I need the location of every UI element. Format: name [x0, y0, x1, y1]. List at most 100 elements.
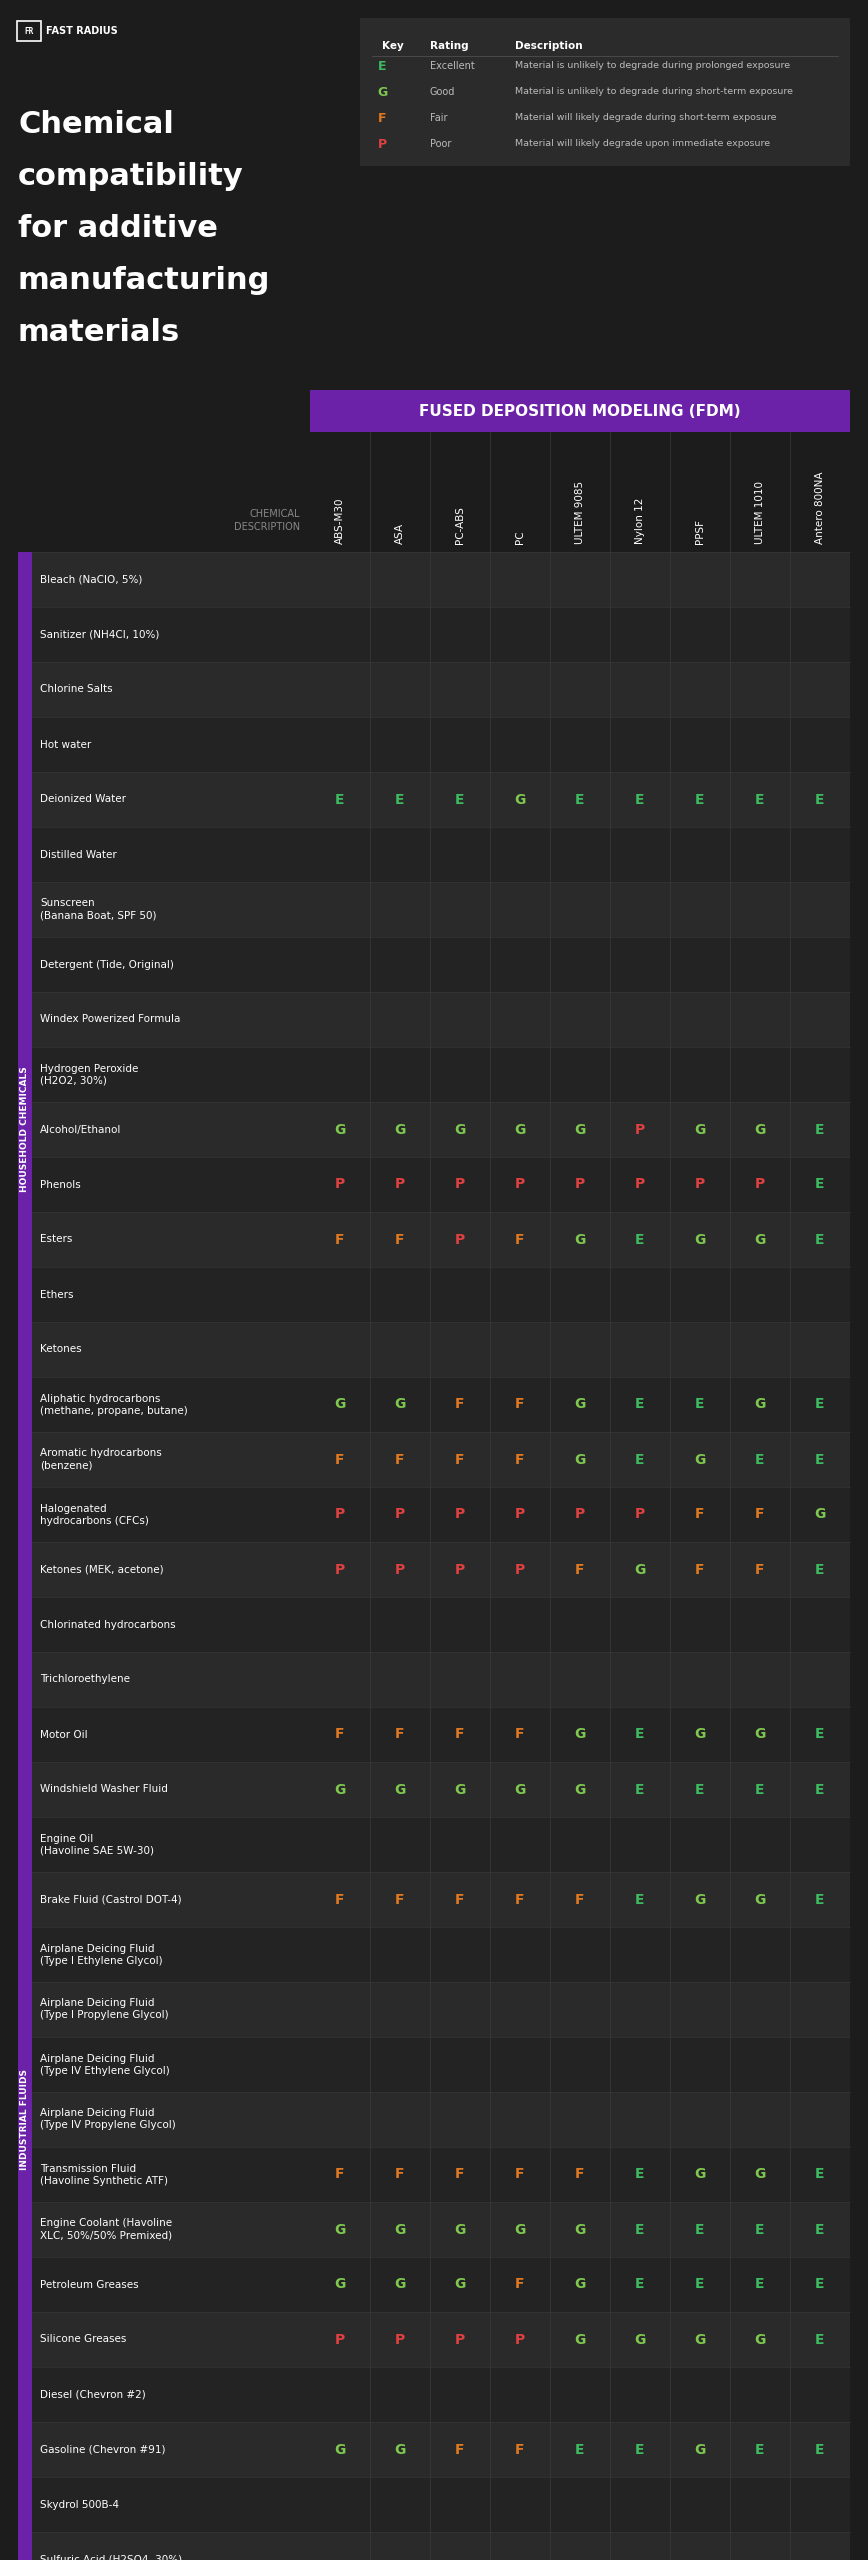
Text: G: G	[454, 1782, 466, 1797]
Text: Material will likely degrade during short-term exposure: Material will likely degrade during shor…	[515, 113, 777, 123]
FancyBboxPatch shape	[32, 773, 850, 827]
Text: INDUSTRIAL FLUIDS: INDUSTRIAL FLUIDS	[21, 2068, 30, 2171]
Text: FR: FR	[24, 26, 34, 36]
Text: ABS-M30: ABS-M30	[335, 497, 345, 543]
FancyBboxPatch shape	[32, 1211, 850, 1267]
Text: Description: Description	[515, 41, 582, 51]
FancyBboxPatch shape	[32, 1101, 850, 1157]
Text: F: F	[455, 2168, 464, 2181]
Text: G: G	[334, 2222, 345, 2237]
Text: Gasoline (Chevron #91): Gasoline (Chevron #91)	[40, 2445, 166, 2455]
FancyBboxPatch shape	[32, 2092, 850, 2148]
Text: Antero 800NA: Antero 800NA	[815, 471, 825, 543]
Text: Skydrol 500B-4: Skydrol 500B-4	[40, 2499, 119, 2509]
FancyBboxPatch shape	[32, 2258, 850, 2312]
Text: F: F	[755, 1562, 765, 1577]
Text: P: P	[455, 1178, 465, 1190]
Text: F: F	[755, 1508, 765, 1521]
FancyBboxPatch shape	[18, 1708, 32, 2532]
Text: F: F	[455, 1452, 464, 1467]
Text: G: G	[334, 1782, 345, 1797]
Text: E: E	[815, 2168, 825, 2181]
Text: G: G	[454, 2222, 466, 2237]
Text: E: E	[635, 2442, 645, 2458]
Text: Silicone Greases: Silicone Greases	[40, 2335, 127, 2345]
FancyBboxPatch shape	[32, 1377, 850, 1431]
Text: E: E	[755, 1452, 765, 1467]
Text: G: G	[394, 2222, 405, 2237]
FancyBboxPatch shape	[32, 2478, 850, 2532]
Text: E: E	[395, 794, 404, 806]
Text: E: E	[815, 1398, 825, 1411]
Text: E: E	[755, 2222, 765, 2237]
FancyBboxPatch shape	[310, 389, 850, 433]
Text: E: E	[455, 794, 464, 806]
Text: for additive: for additive	[18, 215, 218, 243]
Text: F: F	[575, 2168, 585, 2181]
Text: P: P	[395, 1562, 405, 1577]
Text: P: P	[395, 1178, 405, 1190]
Text: Halogenated
hydrocarbons (CFCs): Halogenated hydrocarbons (CFCs)	[40, 1503, 149, 1526]
Text: E: E	[815, 2222, 825, 2237]
Text: P: P	[635, 1508, 645, 1521]
Text: G: G	[394, 1121, 405, 1137]
Text: FAST RADIUS: FAST RADIUS	[46, 26, 118, 36]
FancyBboxPatch shape	[18, 2532, 32, 2560]
Text: Windex Powerized Formula: Windex Powerized Formula	[40, 1014, 181, 1024]
Text: G: G	[694, 2168, 706, 2181]
FancyBboxPatch shape	[32, 2148, 850, 2202]
Text: CHEMICAL
DESCRIPTION: CHEMICAL DESCRIPTION	[233, 509, 300, 532]
Text: F: F	[455, 1892, 464, 1907]
Text: Ketones: Ketones	[40, 1344, 82, 1354]
Text: G: G	[334, 1121, 345, 1137]
Text: Airplane Deicing Fluid
(Type IV Propylene Glycol): Airplane Deicing Fluid (Type IV Propylen…	[40, 2109, 175, 2130]
FancyBboxPatch shape	[32, 1981, 850, 2038]
FancyBboxPatch shape	[32, 663, 850, 717]
Text: E: E	[575, 794, 585, 806]
FancyBboxPatch shape	[32, 2422, 850, 2478]
Text: Nylon 12: Nylon 12	[635, 497, 645, 543]
Text: E: E	[815, 1728, 825, 1741]
FancyBboxPatch shape	[32, 827, 850, 883]
FancyBboxPatch shape	[32, 2312, 850, 2368]
Text: F: F	[516, 2168, 525, 2181]
Text: P: P	[395, 1508, 405, 1521]
Text: F: F	[516, 1452, 525, 1467]
Text: E: E	[695, 2222, 705, 2237]
Text: E: E	[815, 2332, 825, 2348]
Text: F: F	[395, 1231, 404, 1247]
Text: G: G	[515, 2222, 526, 2237]
Text: E: E	[755, 2278, 765, 2291]
FancyBboxPatch shape	[32, 2202, 850, 2258]
Text: G: G	[694, 2442, 706, 2458]
Text: E: E	[635, 2278, 645, 2291]
Text: Aromatic hydrocarbons
(benzene): Aromatic hydrocarbons (benzene)	[40, 1449, 161, 1469]
FancyBboxPatch shape	[32, 1487, 850, 1541]
FancyBboxPatch shape	[360, 18, 850, 166]
Text: G: G	[754, 1231, 766, 1247]
Text: F: F	[516, 1728, 525, 1741]
Text: Engine Oil
(Havoline SAE 5W-30): Engine Oil (Havoline SAE 5W-30)	[40, 1833, 154, 1856]
FancyBboxPatch shape	[32, 1708, 850, 1761]
Text: E: E	[335, 794, 345, 806]
Text: P: P	[378, 138, 386, 151]
Text: E: E	[815, 1178, 825, 1190]
Text: PC-ABS: PC-ABS	[455, 507, 465, 543]
Text: G: G	[694, 1231, 706, 1247]
Text: F: F	[516, 2278, 525, 2291]
Text: ULTEM 9085: ULTEM 9085	[575, 481, 585, 543]
Text: P: P	[455, 1231, 465, 1247]
Text: F: F	[516, 1398, 525, 1411]
Text: G: G	[754, 1121, 766, 1137]
Text: E: E	[815, 1452, 825, 1467]
Text: Alcohol/Ethanol: Alcohol/Ethanol	[40, 1124, 122, 1134]
FancyBboxPatch shape	[32, 2368, 850, 2422]
Text: E: E	[815, 1562, 825, 1577]
Text: F: F	[395, 1452, 404, 1467]
Text: Brake Fluid (Castrol DOT-4): Brake Fluid (Castrol DOT-4)	[40, 1894, 181, 1905]
Text: E: E	[635, 1452, 645, 1467]
Text: Airplane Deicing Fluid
(Type IV Ethylene Glycol): Airplane Deicing Fluid (Type IV Ethylene…	[40, 2053, 170, 2076]
Text: Material is unlikely to degrade during prolonged exposure: Material is unlikely to degrade during p…	[515, 61, 790, 72]
Text: G: G	[694, 1121, 706, 1137]
Text: E: E	[815, 794, 825, 806]
